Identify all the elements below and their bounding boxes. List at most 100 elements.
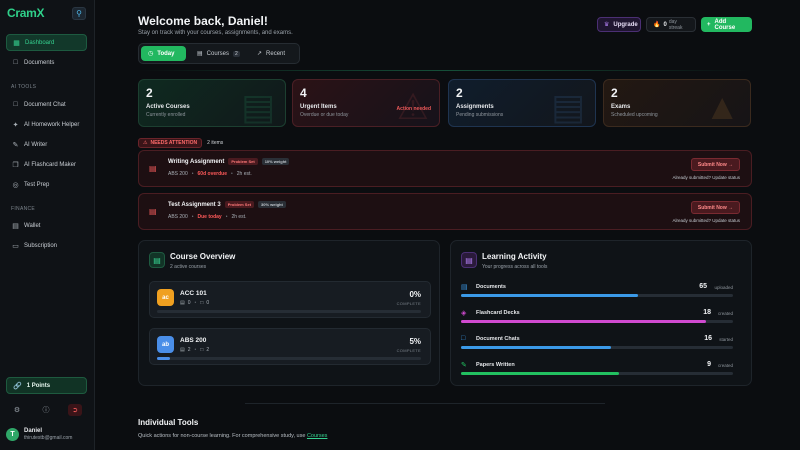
chat-icon: □ [13,101,18,108]
file-icon: ▤ [461,284,468,291]
sidebar-item-dashboard[interactable]: ▦ Dashboard [6,34,87,51]
logout-button[interactable]: ➲ [68,404,82,416]
flame-icon: 🔥 [653,22,661,28]
progress-fill [461,294,638,297]
document-icon: ▤ [180,347,185,353]
sidebar-item-ai-homework-helper[interactable]: ✦ AI Homework Helper [12,121,80,129]
warning-icon: ⚠ [396,86,429,127]
attention-count: 2 items [207,140,224,146]
section-ai-tools: AI TOOLS [11,84,37,90]
logout-icon: ➲ [72,407,78,414]
avatar: T [6,428,19,441]
needs-attention-badge: ⚠ NEEDS ATTENTION [138,138,203,148]
update-status-link[interactable]: Already submitted? Update status [672,218,740,223]
settings-button[interactable]: ⚙ [10,404,24,416]
progress-bar [461,346,733,349]
individual-tools-subtitle: Quick actions for non-course learning. F… [138,433,328,439]
upgrade-button[interactable]: ♛ Upgrade [597,17,641,32]
learning-activity-panel: ▤ Learning Activity Your progress across… [450,240,752,386]
course-avatar: ac [157,289,174,306]
app-logo[interactable]: CramX [7,6,45,20]
task-row[interactable]: ▤ Test Assignment 3 Problem Set 30% weig… [138,193,752,230]
user-profile[interactable]: T Daniel thirutestb@gmail.com [6,428,72,441]
progress-bar [461,294,733,297]
update-status-link[interactable]: Already submitted? Update status [672,175,740,180]
activity-documents: ▤ Documents 65 uploaded [461,283,743,303]
sidebar-item-document-chat[interactable]: □ Document Chat [13,101,66,108]
sparkle-icon: ✦ [12,121,19,129]
warning-icon: ⚠ [143,140,148,146]
main-content: Welcome back, Daniel! Stay on track with… [95,0,800,450]
task-row[interactable]: ▤ Writing Assignment Problem Set 10% wei… [138,150,752,187]
sidebar-item-documents[interactable]: □ Documents [13,59,55,66]
submit-now-button[interactable]: Submit Now → [691,158,740,171]
courses-link[interactable]: Courses [306,433,328,439]
user-name: Daniel [24,428,43,434]
stat-card-exams[interactable]: 2 Exams Scheduled upcoming ▲ [603,79,751,127]
search-icon[interactable]: ⚲ [72,7,86,20]
file-icon: ▤ [149,164,157,173]
add-course-button[interactable]: + Add Course [701,17,752,32]
divider [245,403,605,404]
tab-courses[interactable]: ▤ Courses 2 [197,50,240,57]
course-avatar: ab [157,336,174,353]
course-card-acc-101[interactable]: ac ACC 101 ▤ 0 • □ 0 0% COMPLETE [149,281,431,318]
course-overview-panel: ▤ Course Overview 2 active courses ac AC… [138,240,440,386]
progress-bar [157,310,421,313]
tab-bar: ◷ Today ▤ Courses 2 ↗ Recent [138,43,300,64]
stat-card-urgent-items[interactable]: 4 Urgent Items Overdue or due today Acti… [292,79,440,127]
pen-icon: ✎ [461,362,467,369]
card-icon: ▭ [12,242,19,250]
document-icon: ▤ [180,300,185,306]
wallet-icon: ▤ [12,222,19,230]
progress-fill [461,320,706,323]
weight-pill: 10% weight [261,158,290,165]
help-icon: ⓘ [42,407,50,414]
stat-card-assignments[interactable]: 2 Assignments Pending submissions ▤ [448,79,596,127]
section-finance: FINANCE [11,206,36,212]
clock-icon: ◷ [148,51,154,57]
sidebar-item-wallet[interactable]: ▤ Wallet [12,222,41,230]
trend-icon: ↗ [257,51,263,57]
due-status: Due today [197,214,222,220]
progress-bar [461,372,733,375]
page-subtitle: Stay on track with your courses, assignm… [138,30,293,36]
gear-icon: ⚙ [13,407,21,414]
course-card-abs-200[interactable]: ab ABS 200 ▤ 2 • □ 2 5% COMPLETE [149,328,431,365]
document-icon: ▤ [550,86,585,127]
activity-document-chats: □ Document Chats 16 started [461,335,743,355]
cards-icon: ❐ [12,161,19,169]
stat-card-active-courses[interactable]: 2 Active Courses Currently enrolled ▤ [138,79,286,127]
arrow-right-icon: → [728,161,734,168]
submit-now-button[interactable]: Submit Now → [691,201,740,214]
link-icon: 🔗 [13,382,22,390]
weight-pill: 30% weight [258,201,286,208]
type-pill: Problem Set [224,201,255,208]
page-title: Welcome back, Daniel! [138,14,268,28]
sidebar-item-ai-writer[interactable]: ✎ AI Writer [12,141,48,149]
streak-badge[interactable]: 🔥 0 day streak [646,17,696,32]
progress-bar [157,357,421,360]
points-button[interactable]: 🔗 1 Points [6,377,87,394]
grid-icon: ▦ [13,39,20,47]
user-email: thirutestb@gmail.com [24,435,73,441]
needs-attention-header: ⚠ NEEDS ATTENTION 2 items [138,138,223,148]
sidebar-item-ai-flashcard-maker[interactable]: ❐ AI Flashcard Maker [12,161,77,169]
chat-icon: □ [461,335,466,342]
individual-tools-title: Individual Tools [138,418,199,427]
chat-icon: □ [200,347,204,353]
book-icon: ▤ [197,51,203,57]
target-icon: ◎ [12,181,19,189]
type-pill: Problem Set [228,158,258,165]
chart-icon: ▤ [461,252,477,268]
arrow-right-icon: → [728,204,734,211]
sidebar-item-test-prep[interactable]: ◎ Test Prep [12,181,50,189]
pen-icon: ✎ [12,141,19,149]
due-status: 60d overdue [197,171,227,177]
file-icon: ▤ [149,207,157,216]
sidebar-item-subscription[interactable]: ▭ Subscription [12,242,58,250]
help-button[interactable]: ⓘ [39,404,53,416]
chat-icon: □ [200,300,204,306]
tab-today[interactable]: ◷ Today [141,46,186,61]
tab-recent[interactable]: ↗ Recent [257,50,286,58]
